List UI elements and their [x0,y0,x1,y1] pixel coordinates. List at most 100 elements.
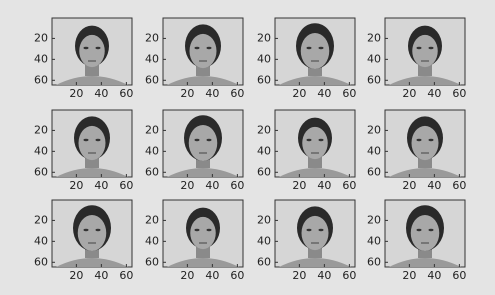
y-tick-label: 60 [257,165,271,178]
eye [319,47,324,49]
y-tick-label: 60 [367,165,381,178]
y-tick-label: 40 [145,234,159,247]
x-tick-label: 20 [180,87,194,100]
x-tick-label: 60 [119,87,133,100]
eye [207,229,212,231]
face [79,126,106,160]
eye [84,47,89,49]
x-tick-label: 60 [342,179,356,192]
eye [84,139,89,141]
x-tick-label: 60 [119,269,133,282]
eye [319,139,324,141]
face [411,215,440,251]
face [412,35,438,67]
y-tick-label: 40 [367,234,381,247]
face [190,217,216,249]
y-tick-label: 60 [34,255,48,268]
page: 20 40 60 20 40 60 20 40 60 20 40 60 20 40 60 20 40 60 20 40… [0,0,495,295]
x-tick-label: 20 [69,87,83,100]
x-tick-label: 40 [94,87,108,100]
y-tick-label: 40 [145,144,159,157]
eye [417,47,422,49]
eye [417,229,422,231]
y-tick-label: 20 [145,31,159,44]
eye [307,139,312,141]
eye [96,229,101,231]
x-tick-label: 20 [69,179,83,192]
eye [96,139,101,141]
y-tick-label: 60 [145,255,159,268]
y-tick-label: 20 [367,123,381,136]
x-tick-label: 40 [427,269,441,282]
y-tick-label: 20 [257,213,271,226]
eye [429,47,434,49]
x-tick-label: 40 [94,269,108,282]
eye [417,139,422,141]
x-tick-label: 20 [69,269,83,282]
y-tick-label: 40 [367,144,381,157]
y-tick-label: 40 [34,144,48,157]
x-tick-label: 60 [230,87,244,100]
y-tick-label: 60 [367,73,381,86]
y-tick-label: 40 [257,52,271,65]
x-tick-label: 40 [205,87,219,100]
x-tick-label: 20 [402,269,416,282]
x-tick-label: 40 [205,179,219,192]
x-tick-label: 60 [342,87,356,100]
x-tick-label: 20 [180,179,194,192]
x-tick-label: 40 [94,179,108,192]
x-tick-label: 60 [452,179,466,192]
face [79,35,105,67]
face [412,126,439,160]
y-tick-label: 60 [145,73,159,86]
y-tick-label: 20 [34,123,48,136]
x-tick-label: 20 [292,269,306,282]
y-tick-label: 20 [34,213,48,226]
y-tick-label: 60 [367,255,381,268]
y-tick-label: 20 [257,31,271,44]
face [302,216,329,250]
x-tick-label: 60 [119,179,133,192]
face [302,127,328,159]
x-tick-label: 40 [317,269,331,282]
x-tick-label: 60 [452,269,466,282]
y-tick-label: 20 [145,213,159,226]
y-tick-label: 20 [145,123,159,136]
x-tick-label: 20 [292,179,306,192]
y-tick-label: 60 [257,255,271,268]
x-tick-label: 20 [402,179,416,192]
y-tick-label: 40 [34,234,48,247]
y-tick-label: 20 [34,31,48,44]
face [301,33,330,69]
y-tick-label: 40 [145,52,159,65]
x-tick-label: 40 [317,179,331,192]
eye [207,47,212,49]
x-tick-label: 20 [180,269,194,282]
y-tick-label: 60 [145,165,159,178]
face [190,34,217,68]
x-tick-label: 60 [342,269,356,282]
y-tick-label: 20 [257,123,271,136]
face [78,215,107,251]
y-tick-label: 40 [34,52,48,65]
eye [429,139,434,141]
eye [307,229,312,231]
x-tick-label: 20 [292,87,306,100]
eye [207,139,212,141]
y-tick-label: 40 [257,234,271,247]
eye [195,47,200,49]
eye [195,139,200,141]
eye [429,229,434,231]
x-tick-label: 40 [427,179,441,192]
y-tick-label: 40 [257,144,271,157]
x-tick-label: 40 [317,87,331,100]
x-tick-label: 60 [452,87,466,100]
x-tick-label: 60 [230,179,244,192]
x-tick-label: 20 [402,87,416,100]
y-tick-label: 60 [34,165,48,178]
face [189,125,218,161]
x-tick-label: 40 [427,87,441,100]
figure: 20 40 60 20 40 60 20 40 60 20 40 60 20 40 60 20 40 60 20 40… [0,0,495,295]
y-tick-label: 20 [367,213,381,226]
x-tick-label: 40 [205,269,219,282]
